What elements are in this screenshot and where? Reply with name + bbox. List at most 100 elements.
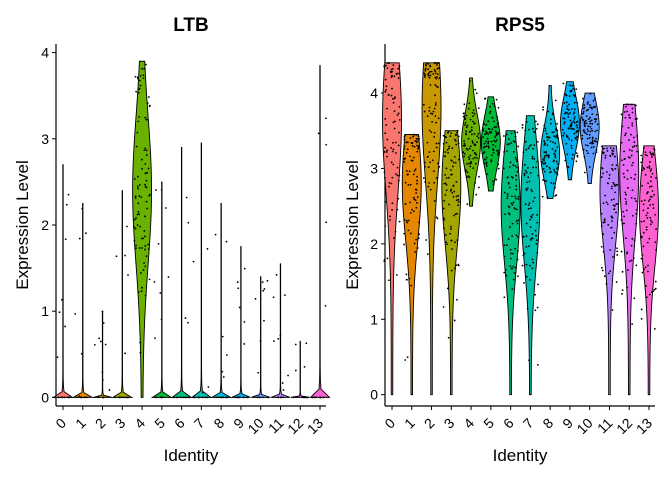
data-point — [473, 132, 476, 135]
data-point — [605, 283, 608, 285]
data-point — [449, 169, 452, 171]
data-point — [585, 122, 588, 125]
data-point — [387, 279, 390, 282]
data-point — [556, 173, 559, 176]
data-point — [423, 76, 426, 78]
data-point — [542, 179, 544, 181]
data-point — [488, 128, 491, 131]
violin-cluster-9 — [559, 81, 580, 181]
data-point — [434, 70, 437, 73]
data-point — [482, 128, 484, 130]
data-point — [416, 144, 418, 147]
data-point — [506, 193, 509, 195]
data-point — [512, 151, 515, 153]
data-point — [409, 183, 412, 186]
data-point — [628, 260, 631, 263]
violin-cluster-0 — [52, 164, 74, 398]
data-point — [407, 173, 409, 176]
data-point — [58, 311, 61, 314]
data-point — [134, 75, 137, 78]
data-point — [81, 207, 84, 210]
data-point — [56, 356, 59, 359]
data-point — [543, 142, 546, 144]
data-point — [261, 281, 264, 284]
data-point — [521, 235, 524, 238]
data-point — [413, 242, 416, 245]
y-tick-label: 3 — [370, 160, 378, 176]
data-point — [515, 234, 518, 237]
data-point — [388, 182, 391, 184]
data-point — [145, 154, 148, 156]
data-point — [644, 153, 647, 156]
data-point — [522, 151, 525, 154]
data-point — [457, 135, 460, 138]
data-point — [434, 104, 437, 106]
data-point — [493, 126, 496, 129]
data-point — [612, 198, 615, 201]
data-point — [515, 158, 518, 161]
data-point — [397, 179, 400, 182]
data-point — [640, 318, 643, 320]
data-point — [449, 189, 452, 192]
data-point — [512, 164, 515, 167]
data-point — [493, 105, 496, 108]
data-point — [621, 125, 624, 128]
data-point — [616, 254, 619, 256]
data-point — [469, 165, 472, 168]
data-point — [506, 176, 509, 179]
data-point — [431, 120, 434, 123]
data-point — [650, 185, 653, 188]
data-point — [412, 135, 415, 138]
data-point — [392, 121, 395, 124]
data-point — [406, 141, 409, 144]
data-point — [583, 156, 586, 158]
data-point — [581, 137, 584, 140]
data-point — [632, 136, 635, 139]
data-point — [431, 113, 434, 115]
data-point — [153, 281, 156, 283]
data-point — [465, 114, 468, 117]
data-point — [434, 72, 437, 75]
data-point — [468, 102, 471, 105]
data-point — [436, 62, 439, 64]
data-point — [513, 207, 516, 209]
data-point — [445, 167, 448, 170]
data-point — [545, 154, 548, 157]
data-point — [184, 317, 187, 319]
data-point — [615, 281, 618, 283]
data-point — [404, 359, 407, 361]
x-tick-label: 5 — [151, 415, 168, 432]
data-point — [187, 221, 190, 224]
data-point — [68, 396, 71, 399]
data-point — [556, 167, 558, 170]
data-point — [613, 183, 616, 186]
data-point — [144, 172, 147, 175]
data-point — [179, 396, 182, 399]
data-point — [443, 199, 445, 202]
data-point — [317, 132, 320, 135]
data-point — [510, 142, 513, 144]
x-tick-label: 4 — [131, 415, 148, 432]
data-point — [138, 213, 141, 216]
data-point — [533, 144, 536, 147]
data-point — [614, 167, 617, 170]
data-point — [497, 131, 499, 134]
data-point — [492, 180, 494, 183]
data-point — [408, 170, 411, 173]
data-point — [463, 112, 465, 115]
data-point — [625, 193, 627, 196]
data-point — [632, 161, 634, 164]
data-point — [568, 103, 570, 106]
data-point — [390, 94, 393, 97]
data-point — [145, 118, 148, 121]
data-point — [645, 214, 648, 217]
data-point — [383, 258, 386, 261]
data-point — [472, 157, 475, 160]
data-point — [595, 118, 598, 121]
data-point — [592, 99, 595, 102]
data-point — [584, 119, 587, 122]
data-point — [555, 160, 558, 163]
data-point — [543, 151, 546, 154]
data-point — [138, 184, 141, 186]
data-point — [523, 172, 526, 175]
